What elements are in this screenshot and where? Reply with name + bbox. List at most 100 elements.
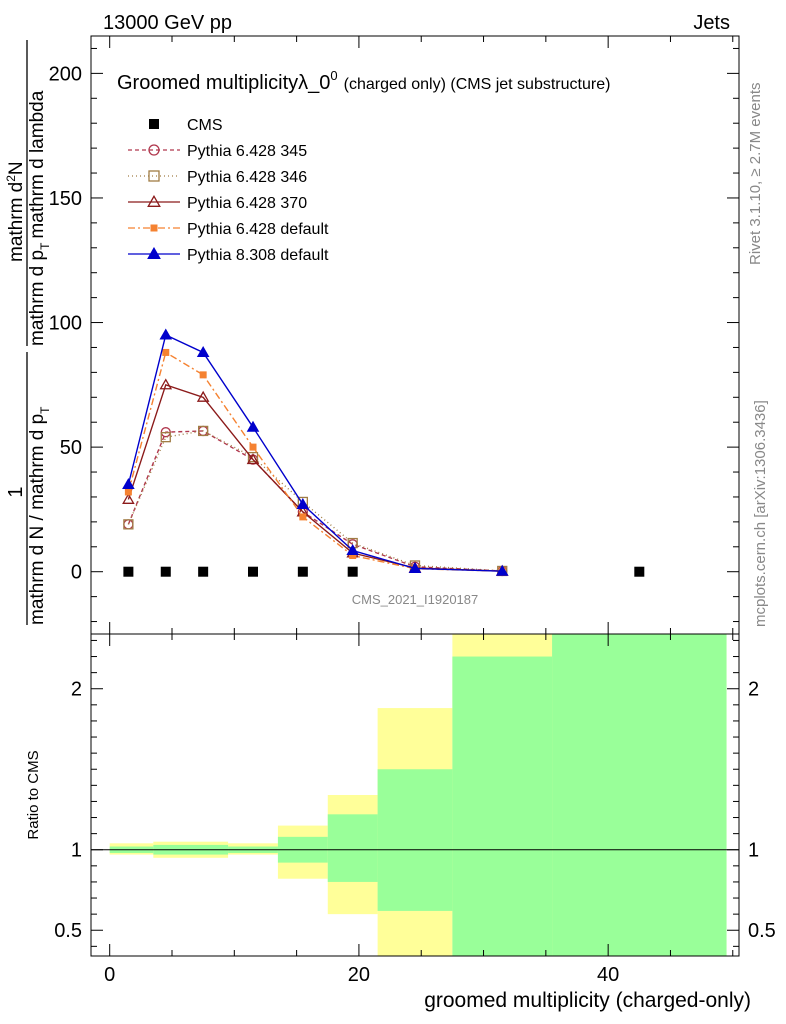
series-layer (122, 328, 645, 577)
series-pythia-6-428-370 (122, 378, 509, 576)
data-point-marker (346, 544, 359, 556)
ylabel-denom-2-sub: T (38, 242, 52, 250)
data-point-marker (297, 566, 308, 577)
main-ylabel: 1 mathrm d N / mathrm d pT mathrm d2N ma… (4, 40, 52, 625)
data-point-marker (196, 345, 210, 357)
data-point-marker (124, 488, 132, 496)
legend-entry: CMS (149, 117, 223, 134)
data-point-marker (122, 492, 135, 504)
data-point-marker (495, 564, 509, 576)
legend-label: Pythia 6.428 370 (187, 195, 307, 212)
data-point-marker (122, 478, 135, 490)
data-point-marker (160, 432, 171, 443)
data-point-marker (247, 451, 259, 463)
main-y-tick-label: 100 (49, 313, 82, 335)
data-point-marker (148, 170, 160, 182)
legend: CMS Pythia 6.428 345 Pythia 6.428 346 Pythi… (128, 117, 329, 264)
series-cms (123, 566, 645, 577)
ylabel-numer-2-tail: N (6, 161, 27, 175)
legend-entry: Pythia 8.308 default (128, 246, 329, 264)
ratio-y-tick-labels: 0.5 0.5 1 1 2 2 (54, 679, 776, 943)
ylabel-denom-2-tail: mathrm d lambda (27, 90, 48, 238)
ylabel-denom-2: mathrm d pTmathrm d lambda (27, 90, 52, 346)
ratio-xlabel: groomed multiplicity (charged-only) (424, 989, 751, 1012)
ratio-axis-ticks (91, 634, 739, 956)
analysis-label: CMS_2021_I1920187 (352, 592, 479, 607)
ylabel-denom-main: mathrm d N / mathrm d p (27, 414, 48, 625)
ratio-bands (109, 634, 727, 956)
data-point-marker (149, 119, 159, 129)
band-bin (377, 769, 453, 911)
main-title-sup: 0 (330, 68, 337, 83)
series-line (127, 430, 503, 572)
ratio-y-tick-label-right: 2 (748, 679, 759, 701)
main-y-tick-label: 200 (49, 63, 82, 85)
series-line (127, 430, 503, 572)
data-point-marker (634, 566, 645, 577)
data-point-marker (198, 566, 209, 577)
header-left: 13000 GeV pp (103, 12, 232, 34)
legend-label: Pythia 6.428 345 (187, 143, 307, 160)
data-point-marker (199, 371, 207, 379)
series-pythia-8-308-default (122, 328, 509, 576)
ratio-y-tick-label: 2 (71, 679, 82, 701)
band-bin (452, 656, 553, 956)
ratio-x-tick-label: 40 (597, 964, 619, 986)
data-point-marker (159, 378, 173, 390)
series-pythia-6-428-default (124, 348, 506, 575)
main-title: Groomed multiplicityλ_00 (charged only) (… (117, 68, 610, 94)
series-pythia-6-428-345 (123, 425, 508, 577)
data-point-marker (349, 552, 357, 560)
data-point-marker (246, 453, 260, 465)
data-point-marker (299, 513, 307, 521)
ratio-y-tick-label: 0.5 (54, 920, 82, 942)
data-point-marker (160, 566, 171, 577)
data-point-marker (123, 519, 134, 530)
data-point-marker (159, 328, 173, 340)
ylabel-numer-2: mathrm d2N (4, 161, 27, 262)
ylabel-denom-2-main: mathrm d p (27, 250, 48, 346)
main-y-tick-label: 150 (49, 188, 82, 210)
data-point-marker (123, 566, 134, 577)
mcplots-label: mcplots.cern.ch [arXiv:1306.3436] (752, 400, 769, 627)
data-point-marker (147, 194, 161, 207)
rivet-label: Rivet 3.1.10, ≥ 2.7M events (747, 83, 764, 266)
data-point-marker (162, 348, 170, 356)
ratio-x-tick-label: 20 (348, 964, 370, 986)
data-point-marker (347, 566, 358, 577)
data-point-marker (296, 497, 310, 509)
ratio-y-tick-label-right: 0.5 (748, 920, 776, 942)
data-point-marker (150, 224, 158, 232)
ratio-y-tick-label-right: 1 (748, 840, 759, 862)
ylabel-denom-sub: T (38, 406, 52, 414)
header-right: Jets (693, 12, 730, 34)
series-line (127, 383, 503, 572)
legend-label: Pythia 8.308 default (187, 247, 329, 264)
ylabel-denom: mathrm d N / mathrm d pT (27, 406, 52, 625)
legend-label: Pythia 6.428 default (187, 221, 329, 238)
ratio-x-tick-label: 0 (104, 964, 115, 986)
main-title-main: Groomed multiplicityλ_0 (117, 72, 330, 94)
data-point-marker (147, 246, 161, 259)
data-point-marker (246, 420, 260, 432)
main-title-tail: (charged only) (CMS jet substructure) (344, 76, 611, 93)
series-line (127, 351, 503, 572)
ylabel-numer-2-main: mathrm d (6, 182, 27, 262)
data-point-marker (249, 443, 257, 451)
ratio-ylabel: Ratio to CMS (25, 750, 42, 839)
band-stat (109, 634, 727, 956)
legend-label: CMS (187, 117, 223, 134)
main-y-tick-label: 0 (71, 562, 82, 584)
legend-entry: Pythia 6.428 default (128, 221, 329, 238)
series-pythia-6-428-346 (123, 425, 508, 577)
main-axis-ticks (91, 36, 739, 634)
ylabel-numer-1: 1 (5, 486, 27, 497)
band-bin (552, 634, 727, 956)
band-bin (327, 814, 378, 882)
ratio-y-tick-label: 1 (71, 840, 82, 862)
legend-label: Pythia 6.428 346 (187, 169, 307, 186)
data-point-marker (198, 425, 209, 437)
data-point-marker (196, 390, 210, 402)
ylabel-numer-2-sup: 2 (4, 175, 18, 182)
